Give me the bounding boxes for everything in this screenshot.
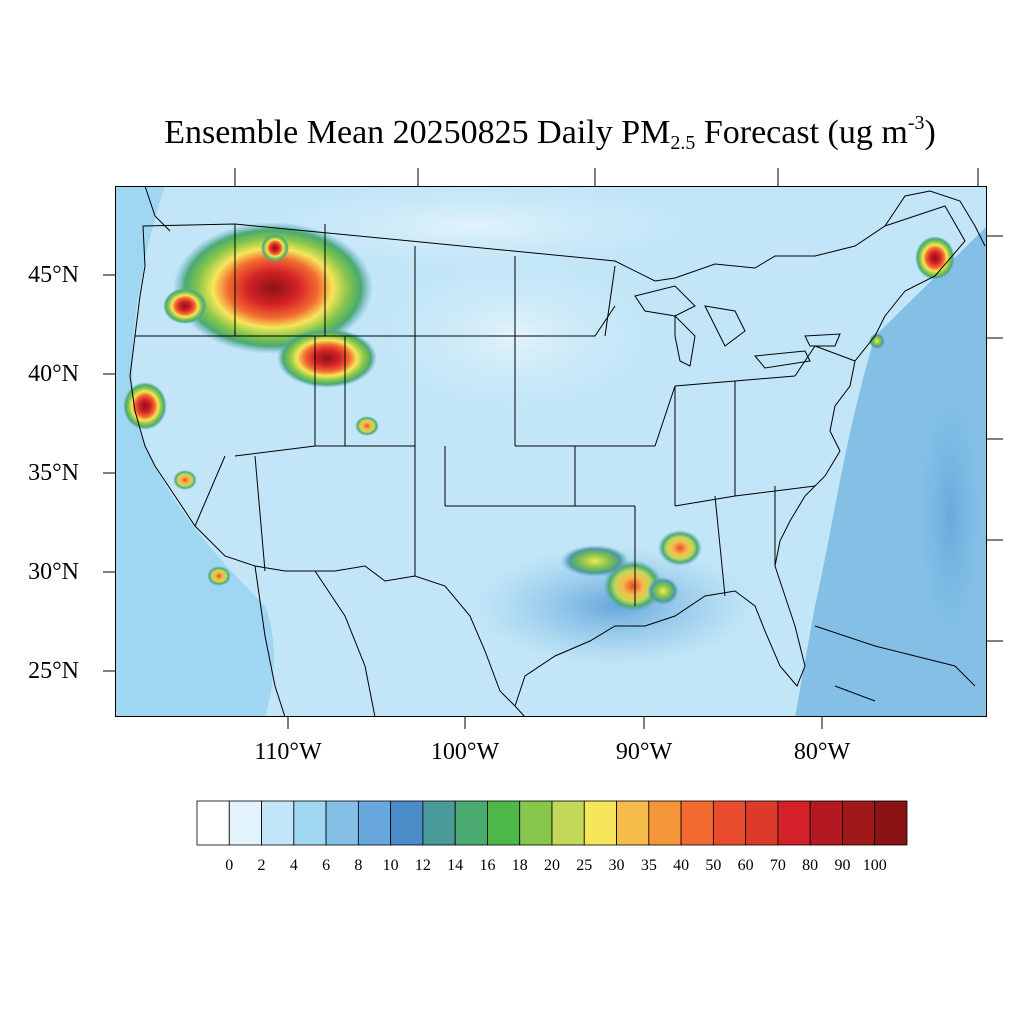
map-border [115, 186, 987, 717]
colorbar-tick-label: 12 [414, 857, 431, 874]
colorbar-swatch [293, 800, 327, 846]
plume-mississippi [658, 530, 702, 566]
plume-alabama [647, 577, 679, 605]
colorbar-swatch [196, 800, 230, 846]
plume-new-england [869, 333, 885, 349]
lat-label-40: 40°N [28, 361, 79, 387]
colorbar-tick-label: 4 [289, 857, 298, 874]
colorbar-tick-label: 18 [511, 857, 528, 874]
colorbar-swatch [874, 800, 908, 846]
lon-label-100: 100°W [430, 739, 500, 765]
colorbar-tick-label: 14 [447, 857, 464, 874]
colorbar-swatch [777, 800, 811, 846]
colorbar-tick-label: 60 [737, 857, 754, 874]
lat-label-45: 45°N [28, 262, 79, 288]
colorbar-swatch [551, 800, 585, 846]
colorbar-swatch [680, 800, 714, 846]
colorbar-swatch [745, 800, 779, 846]
lon-label-110: 110°W [254, 739, 322, 765]
florida-keys-cuba [814, 625, 976, 702]
mexico-coast [254, 565, 526, 717]
title-superscript: -3 [907, 112, 925, 134]
title-suffix: ) [924, 114, 936, 151]
lon-label-80: 80°W [793, 739, 851, 765]
plume-california [123, 382, 167, 430]
colorbar-swatch [487, 800, 521, 846]
plume-idaho-montana [173, 222, 373, 354]
plume-nova-scotia [915, 236, 955, 280]
plume-socal [207, 566, 231, 586]
colorbar-tick-label: 25 [576, 857, 593, 874]
colorbar-swatch [842, 800, 876, 846]
colorbar-swatch [454, 800, 488, 846]
colorbar-tick-label: 16 [479, 857, 496, 874]
colorbar-tick-label: 30 [608, 857, 625, 874]
colorbar-tick-label: 20 [544, 857, 560, 874]
colorbar-tick-label: 0 [225, 857, 234, 874]
canada-coast [144, 186, 986, 247]
lat-label-30: 30°N [28, 559, 79, 585]
colorbar-tick-label: 8 [354, 857, 363, 874]
great-lakes [634, 285, 841, 369]
plume-nevada [173, 470, 197, 490]
colorbar-tick-label: 35 [640, 857, 657, 874]
colorbar-swatch [712, 800, 747, 846]
colorbar-swatch [422, 800, 456, 846]
colorbar-tick-label: 2 [257, 857, 266, 874]
title-subscript: 2.5 [670, 132, 696, 154]
lon-label-90: 90°W [615, 739, 673, 765]
atlantic-high-field [910, 356, 987, 676]
colorbar-tick-label: 10 [382, 857, 399, 874]
colorbar-swatch [519, 800, 553, 846]
plume-oregon [163, 288, 207, 324]
colorbar-tick-label: 6 [322, 857, 331, 874]
plume-arkansas [561, 545, 629, 577]
colorbar-swatch [261, 800, 295, 846]
colorbar-tick-label: 90 [834, 857, 851, 874]
plume-wyoming [277, 328, 377, 388]
pacific-ocean-field [115, 186, 274, 717]
plume-louisiana [603, 560, 663, 612]
geographic-outlines [129, 186, 986, 717]
lat-label-35: 35°N [28, 460, 79, 486]
colorbar-tick-label: 40 [673, 857, 690, 874]
state-line-3 [194, 224, 856, 597]
colorbar-tick-label: 70 [769, 857, 786, 874]
state-line-1 [135, 224, 516, 576]
lat-label-25: 25°N [28, 658, 79, 684]
title-prefix: Ensemble Mean 20250825 Daily PM [164, 114, 671, 151]
colorbar-swatch [228, 800, 262, 846]
colorbar-tick-label: 100 [862, 857, 887, 874]
colorbar-swatch [357, 800, 392, 846]
colorbar-swatch [616, 800, 650, 846]
colorbar-swatch [648, 800, 682, 846]
plume-colorado [355, 416, 379, 436]
colorbar-swatch [583, 800, 617, 846]
colorbar-tick-label: 50 [705, 857, 722, 874]
plume-northern-idaho [261, 234, 289, 262]
colorbar-tick-label: 80 [802, 857, 819, 874]
map-title: Ensemble Mean 20250825 Daily PM2.5 Forec… [0, 112, 1024, 155]
colorbar-swatch [809, 800, 843, 846]
us-outline [129, 205, 966, 707]
state-line-2 [515, 305, 816, 606]
colorbar [196, 800, 908, 846]
pm25-forecast-map [115, 186, 987, 717]
colorbar-swatch [390, 800, 424, 846]
title-middle: Forecast (ug m [695, 114, 908, 151]
colorbar-swatch [325, 800, 359, 846]
